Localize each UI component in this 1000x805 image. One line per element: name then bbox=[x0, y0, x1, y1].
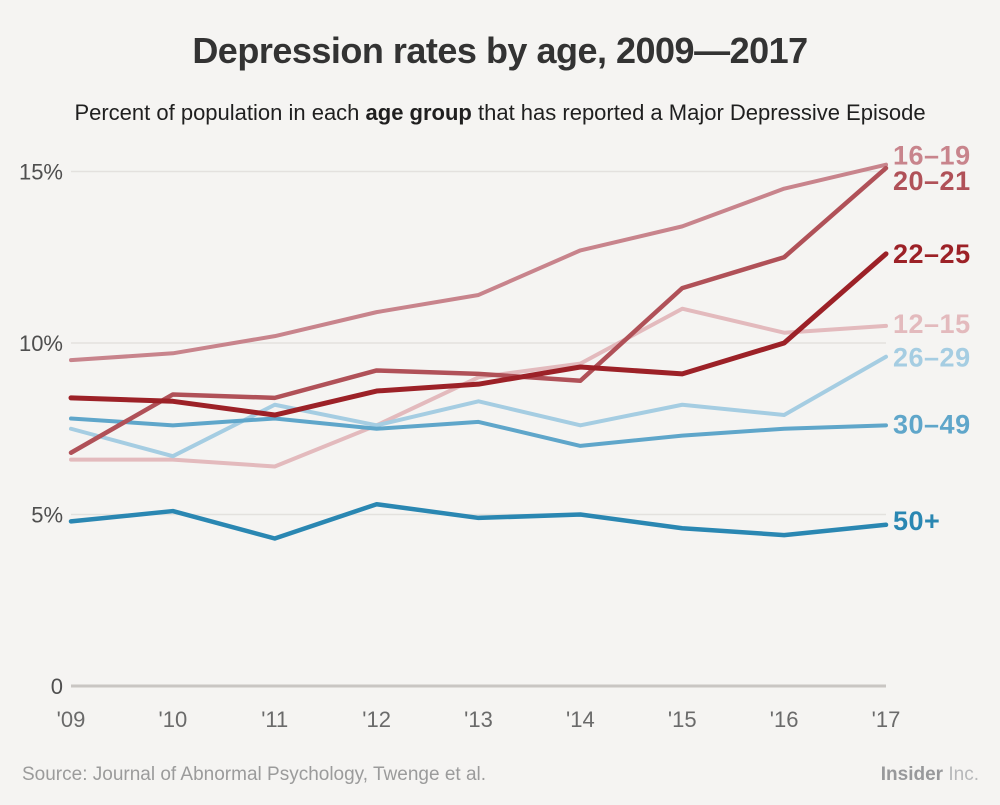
x-tick-label-12: '12 bbox=[362, 707, 391, 732]
legend-label-12–15: 12–15 bbox=[893, 309, 971, 339]
y-tick-label-5%: 5% bbox=[31, 503, 63, 528]
x-tick-label-15: '15 bbox=[668, 707, 697, 732]
series-line-30–49 bbox=[69, 416, 888, 448]
y-tick-label-10%: 10% bbox=[19, 331, 63, 356]
subtitle-text-prefix: Percent of population in each bbox=[74, 100, 366, 125]
subtitle-text-suffix: that has reported a Major Depressive Epi… bbox=[471, 100, 926, 125]
x-tick-label-09: '09 bbox=[57, 707, 86, 732]
x-tick-label-17: '17 bbox=[872, 707, 901, 732]
brand-suffix: Inc. bbox=[943, 764, 979, 785]
legend-label-26–29: 26–29 bbox=[893, 343, 971, 373]
legend-label-50+: 50+ bbox=[893, 506, 940, 536]
legend-label-22–25: 22–25 bbox=[893, 239, 971, 269]
series-line-26–29 bbox=[69, 354, 888, 459]
y-tick-label-15%: 15% bbox=[19, 160, 63, 185]
brand-logo: Insider Inc. bbox=[881, 764, 979, 786]
x-tick-label-10: '10 bbox=[159, 707, 188, 732]
chart-subtitle: Percent of population in each age group … bbox=[0, 100, 1000, 126]
page-title: Depression rates by age, 2009—2017 bbox=[192, 30, 808, 71]
brand-name: Insider bbox=[880, 764, 944, 785]
legend-label-20–21: 20–21 bbox=[893, 166, 971, 196]
legend-label-16–19: 16–19 bbox=[893, 141, 971, 171]
series-line-22–25 bbox=[68, 251, 889, 418]
series-line-16–19 bbox=[69, 162, 888, 363]
series-line-12–15 bbox=[69, 306, 888, 469]
series-line-20–21 bbox=[68, 165, 889, 456]
x-tick-label-11: '11 bbox=[261, 707, 288, 732]
series-line-50+ bbox=[68, 501, 889, 541]
x-tick-label-14: '14 bbox=[566, 707, 595, 732]
source-note: Source: Journal of Abnormal Psychology, … bbox=[22, 764, 487, 785]
subtitle-text-bold: age group bbox=[365, 100, 472, 125]
y-tick-label-0: 0 bbox=[51, 674, 63, 699]
legend-label-30–49: 30–49 bbox=[893, 409, 971, 439]
x-tick-label-16: '16 bbox=[770, 707, 799, 732]
line-chart: 15% 10% 5% 0 '09 '10 '11 '12 '13 '14 '15 '16 '17 12–1… bbox=[19, 141, 971, 732]
x-tick-label-13: '13 bbox=[464, 707, 493, 732]
